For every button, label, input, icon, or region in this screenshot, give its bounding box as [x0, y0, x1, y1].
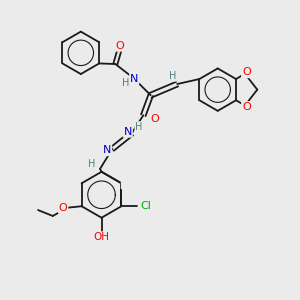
Text: O: O [116, 41, 124, 51]
Text: O: O [150, 114, 159, 124]
Text: Cl: Cl [140, 201, 151, 211]
Text: H: H [135, 122, 142, 132]
Text: O: O [242, 102, 251, 112]
Text: Cl: Cl [139, 177, 150, 187]
Text: N: N [124, 127, 132, 137]
Text: H: H [169, 71, 176, 81]
Text: O: O [59, 203, 68, 213]
Text: H: H [88, 159, 95, 169]
Text: N: N [130, 74, 138, 84]
Text: OH: OH [94, 232, 109, 242]
Text: N: N [103, 145, 111, 155]
Text: H: H [122, 79, 129, 88]
Text: O: O [242, 67, 251, 77]
